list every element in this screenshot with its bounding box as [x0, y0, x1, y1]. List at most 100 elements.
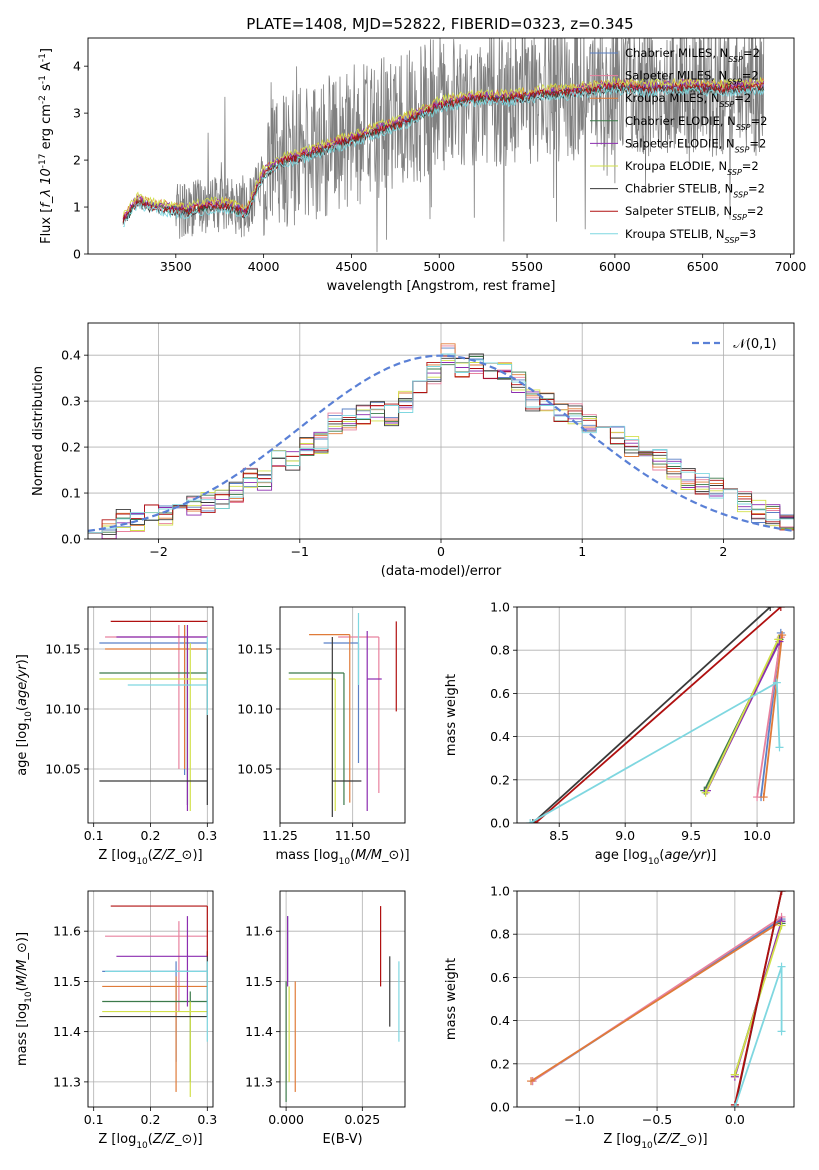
- x-tick-label: 4500: [336, 259, 368, 274]
- x-axis-label: age [log10(age/yr)]: [595, 848, 717, 867]
- y-tick-label: 11.5: [53, 974, 81, 989]
- point-marker: [777, 891, 786, 895]
- mass-weight-line: [734, 966, 783, 1107]
- axes-mass_weight_vs_age: 8.5 9.0 9.5 10.0 0.0 0.2 0.4 0.6 0.8 1.0 age [log1…: [444, 600, 795, 867]
- x-tick-label: −0.5: [642, 1112, 672, 1127]
- x-axis-label: (data-model)/error: [381, 564, 502, 579]
- x-tick-label: 8.5: [549, 828, 569, 843]
- y-tick-label: 3: [73, 106, 81, 121]
- x-tick-label: 0.000: [268, 1112, 304, 1127]
- y-axis-label: mass weight: [444, 674, 459, 756]
- point-marker: [730, 1070, 739, 1079]
- y-axis-label: Flux [f_λ 10-17 erg cm-2 s-1 A-1]: [38, 48, 54, 244]
- x-tick-label: −2: [149, 544, 167, 559]
- axes-age_vs_Z: 0.1 0.2 0.3 10.05 10.10 10.15 Z [log10(Z/Z_⊙)]…: [15, 606, 217, 867]
- axes-frame: [516, 890, 795, 1108]
- y-tick-label: 0: [73, 247, 81, 262]
- y-tick-label: 11.6: [245, 924, 273, 939]
- mass-weight-line: [534, 607, 782, 823]
- point-marker: [776, 607, 785, 611]
- point-marker: [772, 678, 781, 687]
- x-axis-label: mass [log10(M/M_⊙)]: [275, 848, 409, 867]
- y-tick-label: 0.6: [490, 970, 510, 985]
- plot-area-age_vs_mass: [280, 607, 405, 823]
- y-tick-label: 0.1: [61, 486, 81, 501]
- mass-weight-line: [734, 891, 783, 1105]
- spectrum-model-line: [122, 76, 764, 217]
- y-tick-label: 10.05: [237, 762, 273, 777]
- x-tick-label: 0.3: [197, 1112, 217, 1127]
- axes-mass_vs_Z: 0.1 0.2 0.3 11.3 11.4 11.5 11.6 Z [log10(Z/Z_⊙)…: [15, 890, 217, 1151]
- x-tick-label: −1: [291, 544, 309, 559]
- point-marker: [778, 631, 787, 640]
- x-tick-label: 1: [578, 544, 586, 559]
- point-marker: [527, 1077, 536, 1086]
- y-tick-label: 10.10: [45, 702, 81, 717]
- y-tick-label: 10.15: [237, 642, 273, 657]
- spectrum-model-line: [122, 85, 765, 228]
- x-tick-label: −1.0: [564, 1112, 594, 1127]
- x-tick-label: 7000: [775, 259, 807, 274]
- y-tick-label: 0.2: [61, 440, 81, 455]
- axes-mass_weight_vs_Z: −1.0 −0.5 0.0 0.0 0.2 0.4 0.6 0.8 1.0 Z [log10(Z/…: [444, 884, 795, 1151]
- x-tick-label: 6000: [599, 259, 631, 274]
- x-tick-label: 9.0: [615, 828, 635, 843]
- y-tick-label: 0.3: [61, 394, 81, 409]
- y-tick-label: 1: [73, 200, 81, 215]
- y-tick-label: 0.2: [490, 772, 510, 787]
- y-tick-label: 11.5: [245, 974, 273, 989]
- legend-label: Salpeter STELIB, NSSP=2: [625, 204, 764, 222]
- histogram-series: [88, 353, 794, 535]
- axes-spectrum: 3500 4000 4500 5000 5500 6000 6500 7000 0 1 2 3 4 wav…: [38, 37, 807, 294]
- y-tick-label: 11.3: [53, 1074, 81, 1089]
- axes-frame: [87, 37, 795, 255]
- point-marker: [701, 788, 710, 797]
- x-tick-label: 3500: [160, 259, 192, 274]
- plot-area-residuals: [88, 323, 794, 539]
- x-tick-label: 0: [437, 544, 445, 559]
- plot-area-mass_weight_vs_Z: [517, 891, 794, 1107]
- axes-frame: [279, 890, 406, 1108]
- point-marker: [730, 1103, 739, 1107]
- plot-area-age_vs_Z: [88, 607, 213, 823]
- x-tick-label: 5000: [423, 259, 455, 274]
- axes-age_vs_mass: 11.25 11.50 10.05 10.10 10.15 mass [log10(M/M…: [237, 606, 410, 867]
- plot-area-mass_vs_Z: [88, 891, 213, 1107]
- mass-weight-line: [529, 681, 781, 823]
- y-tick-label: 11.6: [53, 924, 81, 939]
- point-marker: [766, 607, 775, 611]
- plot-area-mass_weight_vs_age: [517, 607, 794, 823]
- point-marker: [526, 819, 535, 823]
- x-tick-label: 0.1: [84, 1112, 104, 1127]
- y-tick-label: 2: [73, 153, 81, 168]
- point-marker: [759, 793, 768, 802]
- x-axis-label: wavelength [Angstrom, rest frame]: [327, 279, 556, 294]
- mass-weight-line: [756, 637, 782, 798]
- axes-mass_vs_EBV: 0.000 0.025 11.3 11.4 11.5 11.6 E(B-V): [245, 890, 406, 1147]
- y-tick-label: 0.8: [490, 927, 510, 942]
- point-marker: [775, 743, 784, 752]
- legend-label: Kroupa STELIB, NSSP=3: [625, 227, 756, 245]
- y-tick-label: 11.4: [53, 1024, 81, 1039]
- y-tick-label: 0.4: [490, 729, 510, 744]
- x-tick-label: 9.5: [681, 828, 701, 843]
- legend-label: Salpeter ELODIE, NSSP=2: [625, 136, 766, 154]
- x-tick-label: 0.0: [725, 1112, 745, 1127]
- axes-frame: [279, 606, 406, 824]
- point-marker: [774, 635, 783, 644]
- point-marker: [777, 962, 786, 971]
- y-tick-label: 0.0: [490, 816, 510, 831]
- y-tick-label: 4: [73, 59, 81, 74]
- x-tick-label: 11.25: [262, 828, 298, 843]
- histogram-series: [88, 353, 794, 534]
- axes-frame: [87, 322, 795, 540]
- plot-area-spectrum: [122, 38, 765, 253]
- x-axis-label: Z [log10(Z/Z_⊙)]: [603, 1132, 707, 1151]
- gaussian-curve: [88, 354, 794, 532]
- x-tick-label: 5500: [511, 259, 543, 274]
- x-tick-label: 0.2: [141, 1112, 161, 1127]
- y-tick-label: 0.2: [490, 1056, 510, 1071]
- y-tick-label: 11.4: [245, 1024, 273, 1039]
- axes-residuals: −2 −1 0 1 2 0.0 0.1 0.2 0.3 0.4 (data-model)/error…: [31, 322, 795, 579]
